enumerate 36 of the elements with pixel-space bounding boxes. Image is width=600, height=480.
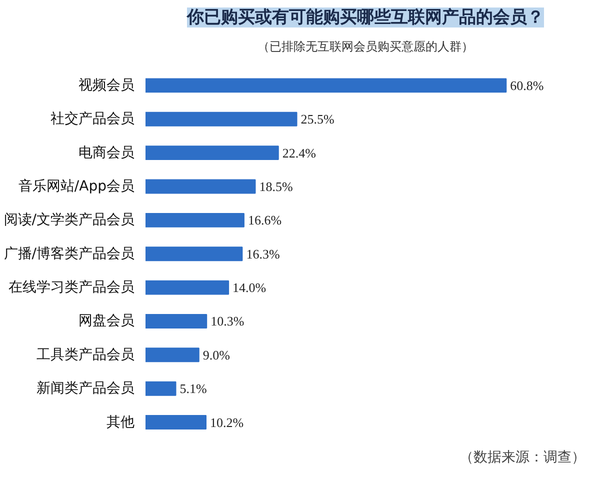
bar [146, 146, 279, 160]
data-label: 22.4% [282, 145, 316, 160]
text: （数据来源：调查） [460, 450, 586, 466]
y-tick-label: 电商会员 [78, 144, 134, 161]
y-tick-label: 新闻类产品会员 [36, 380, 134, 397]
data-label: 16.6% [248, 212, 282, 228]
data-label: 14.0% [232, 280, 266, 296]
bar [146, 381, 176, 396]
bar [146, 112, 298, 126]
bar [146, 212, 244, 228]
chart-title: 你已购买或有可能购买哪些互联网产品的会员？ [186, 8, 544, 28]
data-label: 5.1% [180, 381, 207, 396]
y-tick-label: 阅读/文学类产品会员 [4, 212, 134, 228]
bar [146, 280, 230, 295]
y-tick-label: 网盘会员 [78, 313, 134, 330]
bar [146, 78, 507, 93]
y-tick-label: 广播/博客类产品会员 [4, 246, 134, 262]
y-tick-label: 视频会员 [78, 77, 134, 94]
data-label: 10.2% [210, 414, 244, 430]
bar [146, 314, 208, 328]
y-tick-label: 工具类产品会员 [36, 346, 134, 363]
data-label: 60.8% [510, 78, 544, 93]
data-label: 9.0% [202, 347, 230, 362]
bar [146, 246, 243, 262]
chart-subtitle: （已排除无互联网会员购买意愿的人群） [258, 40, 474, 54]
bar [146, 179, 256, 194]
data-label: 16.3% [246, 246, 280, 262]
y-tick-label: 音乐网站/App会员 [18, 178, 135, 194]
bar [146, 348, 200, 362]
y-tick-label: 社交产品会员 [50, 111, 134, 128]
data-label: 25.5% [300, 112, 335, 127]
data-label: 10.3% [210, 314, 244, 329]
data-label: 18.5% [259, 179, 293, 194]
y-tick-label: 其他 [106, 414, 134, 430]
bar [146, 415, 207, 430]
y-tick-label: 在线学习类产品会员 [8, 280, 134, 296]
